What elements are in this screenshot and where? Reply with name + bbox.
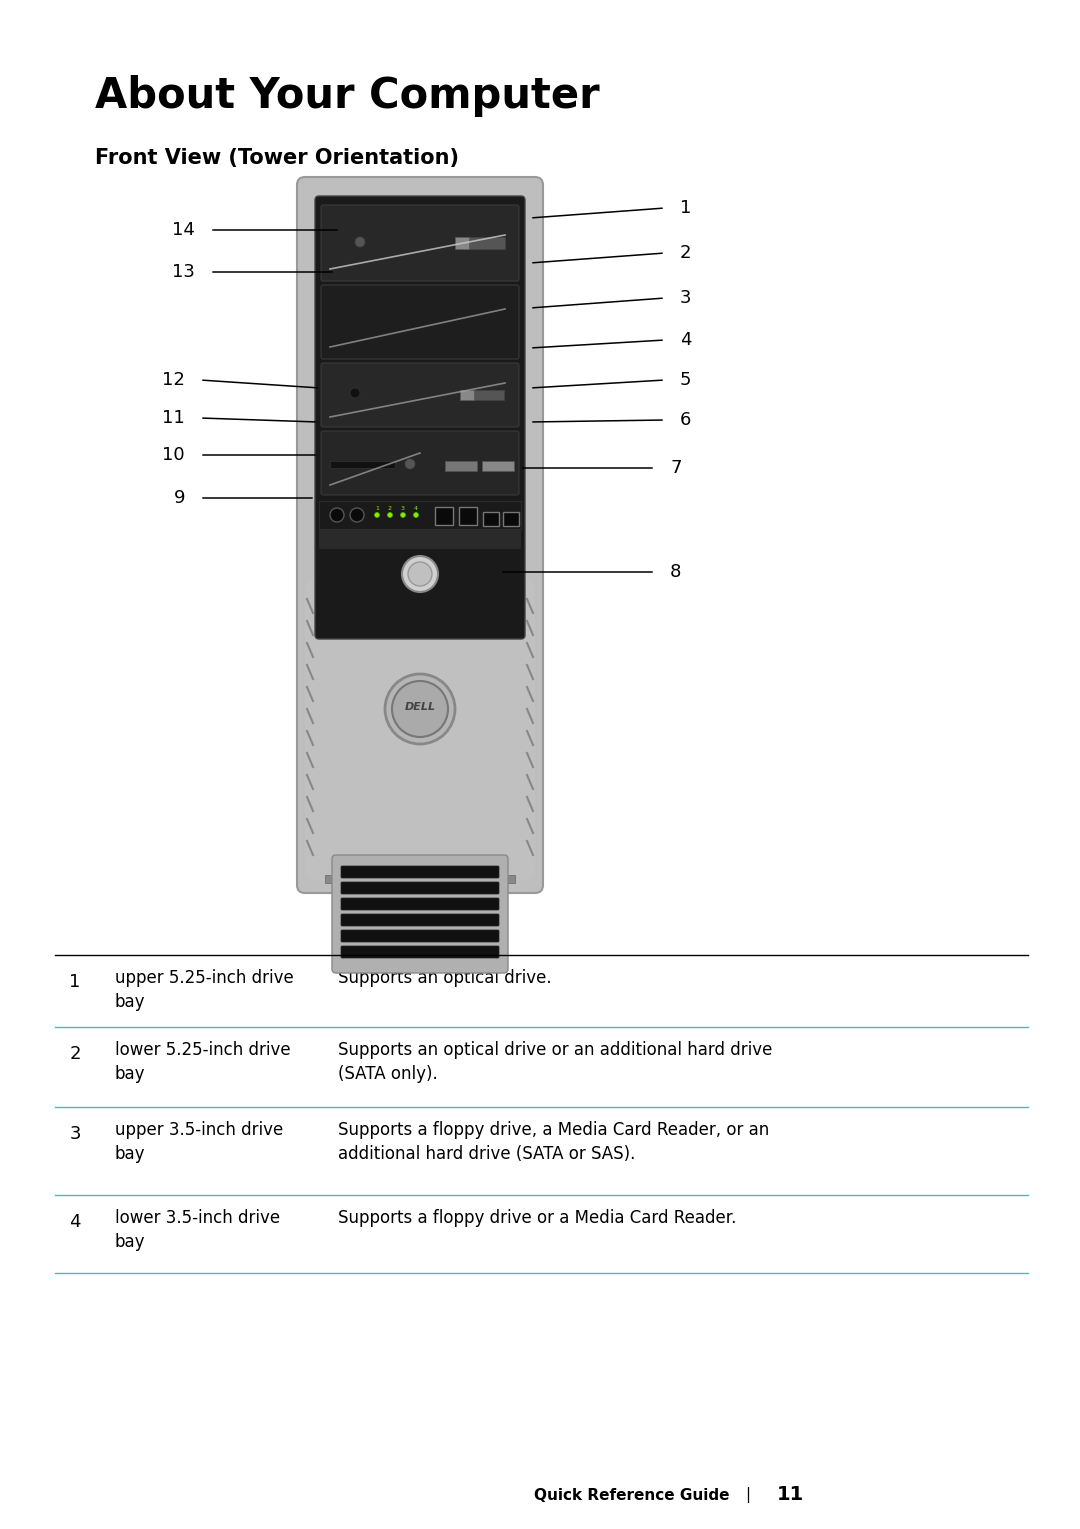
- Circle shape: [405, 459, 415, 469]
- Bar: [480, 875, 515, 884]
- Text: 8: 8: [670, 563, 681, 581]
- Text: upper 5.25-inch drive
bay: upper 5.25-inch drive bay: [114, 969, 294, 1011]
- Text: upper 3.5-inch drive
bay: upper 3.5-inch drive bay: [114, 1121, 283, 1162]
- Circle shape: [402, 557, 438, 592]
- Bar: [503, 512, 519, 526]
- Text: Supports an optical drive.: Supports an optical drive.: [338, 969, 552, 988]
- Text: About Your Computer: About Your Computer: [95, 75, 599, 118]
- FancyBboxPatch shape: [321, 205, 519, 281]
- Text: 11: 11: [777, 1486, 804, 1505]
- FancyBboxPatch shape: [321, 431, 519, 495]
- Text: 4: 4: [680, 330, 691, 349]
- Circle shape: [388, 512, 392, 517]
- Text: 13: 13: [172, 263, 195, 281]
- Circle shape: [330, 508, 345, 521]
- Circle shape: [375, 512, 379, 517]
- FancyBboxPatch shape: [341, 914, 499, 927]
- Text: 2: 2: [388, 506, 392, 511]
- Text: 9: 9: [174, 489, 185, 508]
- Text: Front View (Tower Orientation): Front View (Tower Orientation): [95, 148, 459, 168]
- Text: lower 5.25-inch drive
bay: lower 5.25-inch drive bay: [114, 1041, 291, 1083]
- Text: 1: 1: [69, 972, 81, 991]
- Circle shape: [384, 674, 455, 745]
- Text: Supports an optical drive or an additional hard drive
(SATA only).: Supports an optical drive or an addition…: [338, 1041, 772, 1083]
- Circle shape: [414, 512, 419, 517]
- FancyBboxPatch shape: [332, 855, 508, 972]
- Text: 2: 2: [69, 1044, 81, 1063]
- Bar: [460, 390, 504, 401]
- FancyBboxPatch shape: [341, 865, 499, 878]
- Bar: [460, 390, 474, 401]
- Bar: [319, 502, 521, 529]
- Circle shape: [355, 237, 365, 248]
- Bar: [445, 462, 477, 471]
- FancyBboxPatch shape: [305, 579, 535, 881]
- Circle shape: [401, 512, 405, 517]
- Text: Supports a floppy drive, a Media Card Reader, or an
additional hard drive (SATA : Supports a floppy drive, a Media Card Re…: [338, 1121, 769, 1162]
- FancyBboxPatch shape: [341, 882, 499, 894]
- Text: 3: 3: [680, 289, 691, 307]
- Bar: [435, 508, 453, 524]
- FancyBboxPatch shape: [341, 930, 499, 942]
- FancyBboxPatch shape: [321, 362, 519, 427]
- Text: 4: 4: [414, 506, 418, 511]
- Text: 12: 12: [162, 372, 185, 388]
- Text: 11: 11: [162, 408, 185, 427]
- Circle shape: [392, 680, 448, 737]
- Text: 6: 6: [680, 411, 691, 430]
- FancyBboxPatch shape: [341, 946, 499, 959]
- Text: 3: 3: [401, 506, 405, 511]
- Circle shape: [350, 388, 360, 398]
- Text: 2: 2: [680, 245, 691, 261]
- Circle shape: [408, 563, 432, 586]
- Text: lower 3.5-inch drive
bay: lower 3.5-inch drive bay: [114, 1209, 280, 1251]
- Bar: [325, 875, 360, 884]
- FancyBboxPatch shape: [297, 177, 543, 893]
- Bar: [455, 237, 505, 249]
- Text: DELL: DELL: [404, 702, 435, 713]
- Bar: [482, 462, 514, 471]
- Bar: [483, 512, 499, 526]
- Circle shape: [350, 508, 364, 521]
- Text: 7: 7: [670, 459, 681, 477]
- Text: 5: 5: [680, 372, 691, 388]
- Text: 3: 3: [69, 1125, 81, 1144]
- Text: 14: 14: [172, 222, 195, 239]
- Bar: [455, 237, 469, 249]
- Text: Quick Reference Guide: Quick Reference Guide: [535, 1488, 730, 1503]
- Bar: [330, 462, 395, 468]
- FancyBboxPatch shape: [341, 898, 499, 910]
- Bar: [459, 508, 477, 524]
- Text: 10: 10: [162, 446, 185, 463]
- Text: |: |: [745, 1488, 751, 1503]
- Bar: [319, 529, 521, 549]
- FancyBboxPatch shape: [321, 284, 519, 359]
- Text: Supports a floppy drive or a Media Card Reader.: Supports a floppy drive or a Media Card …: [338, 1209, 737, 1226]
- Text: 4: 4: [69, 1212, 81, 1231]
- Text: 1: 1: [375, 506, 379, 511]
- FancyBboxPatch shape: [315, 196, 525, 639]
- Text: 1: 1: [680, 199, 691, 217]
